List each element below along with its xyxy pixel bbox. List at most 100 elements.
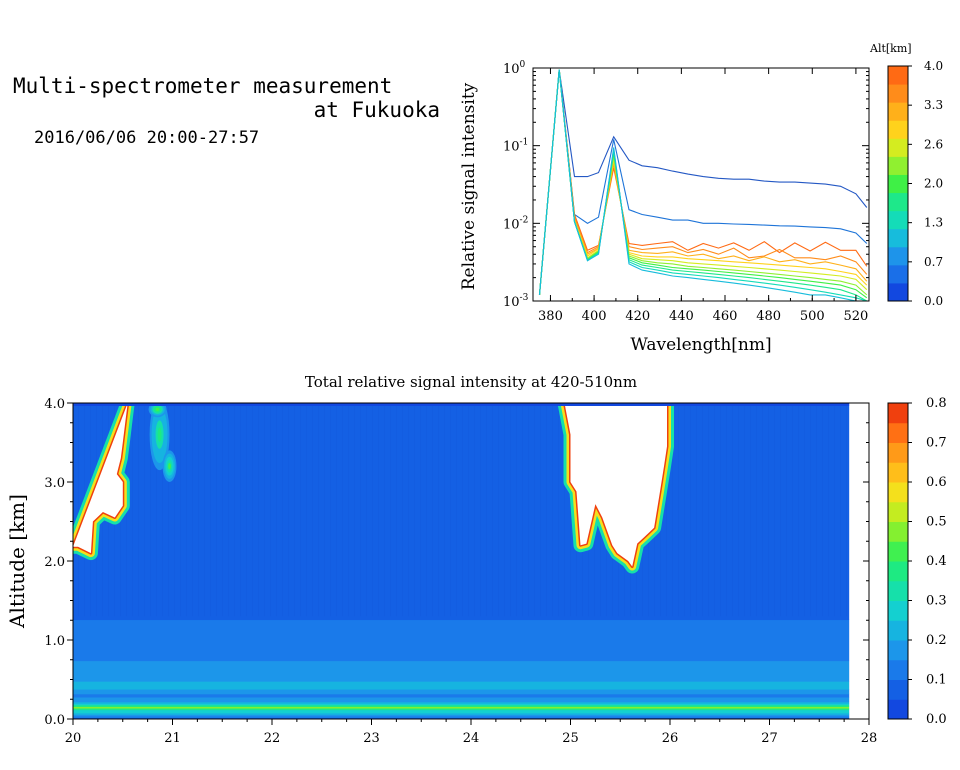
heatmap-band — [73, 717, 850, 719]
spectrum-x-tick-label-2: 420 — [625, 309, 650, 324]
altitude-colorbar-tick-label-1: 0.7 — [924, 255, 943, 269]
heatmap-band — [73, 660, 850, 682]
heatmap-band — [73, 619, 850, 662]
intensity-colorbar-tick-label-6: 0.6 — [926, 475, 947, 490]
spectrum-series-line-4 — [538, 69, 868, 295]
intensity-colorbar-tick-label-5: 0.5 — [926, 515, 947, 530]
intensity-colorbar-swatch-9 — [888, 521, 908, 542]
heatmap-band — [73, 714, 850, 717]
cloud-region-0 — [73, 403, 128, 554]
intensity-colorbar-tick-label-2: 0.2 — [926, 633, 947, 648]
intensity-colorbar-tick-label-8: 0.8 — [926, 396, 947, 411]
altitude-colorbar-swatch-4 — [888, 210, 908, 230]
heatmap-y-tick-label-0: 0.0 — [44, 713, 65, 728]
altitude-colorbar-swatch-3 — [888, 228, 908, 248]
heatmap-x-tick-label-8: 28 — [861, 731, 878, 746]
heatmap-hotspot-1 — [168, 463, 171, 470]
spectrum-series-line-7 — [538, 69, 868, 296]
altitude-colorbar-swatch-2 — [888, 246, 908, 266]
spectrum-x-axis-label: Wavelength[nm] — [630, 335, 771, 355]
altitude-colorbar-swatch-8 — [888, 138, 908, 157]
intensity-colorbar-tick-label-1: 0.1 — [926, 673, 947, 688]
heatmap-x-tick-label-7: 27 — [761, 731, 778, 746]
heatmap-field — [73, 403, 850, 719]
spectrum-series-line-5 — [538, 69, 868, 295]
intensity-colorbar-swatch-10 — [888, 501, 908, 522]
altitude-colorbar-label: Alt[km] — [869, 42, 912, 55]
altitude-colorbar-tick-label-0: 0.0 — [924, 294, 943, 308]
altitude-colorbar-swatch-6 — [888, 174, 908, 194]
heatmap-band — [73, 706, 850, 709]
altitude-colorbar-tick-label-5: 3.3 — [924, 98, 943, 112]
altitude-colorbar-swatch-12 — [888, 66, 908, 85]
spectrum-series-group — [538, 69, 868, 301]
heatmap-y-axis-label: Altitude [km] — [5, 494, 29, 629]
intensity-colorbar-swatch-11 — [888, 482, 908, 503]
spectrum-series-line-10 — [538, 69, 867, 301]
altitude-colorbar-swatch-11 — [888, 84, 908, 103]
spectrum-y-tick-label-0: 10-3 — [503, 293, 529, 310]
intensity-colorbar-swatch-6 — [888, 580, 908, 601]
intensity-colorbar: 0.0 0.1 0.2 0.3 0.4 0.5 0.6 0.7 0.8 — [887, 396, 947, 727]
heatmap-band — [73, 688, 850, 695]
heatmap-x-tick-label-0: 20 — [65, 731, 82, 746]
spectrum-y-tick-label-2: 10-1 — [503, 138, 528, 155]
spectrum-series-line-1 — [538, 69, 868, 295]
heatmap-y-tick-label-1: 1.0 — [44, 634, 65, 649]
spectrum-series-line-2 — [538, 69, 868, 295]
altitude-colorbar-swatch-5 — [888, 192, 908, 212]
heatmap-y-tick-label-3: 3.0 — [44, 476, 65, 491]
altitude-colorbar-swatch-9 — [888, 120, 908, 139]
heatmap-x-tick-label-6: 26 — [662, 731, 679, 746]
altitude-colorbar-tick-label-4: 2.6 — [924, 137, 943, 151]
intensity-colorbar-swatch-13 — [888, 442, 908, 463]
heatmap-x-tick-label-5: 25 — [562, 731, 579, 746]
altitude-colorbar-swatch-7 — [888, 156, 908, 175]
heatmap-band — [73, 701, 850, 704]
spectrum-y-tick-label-1: 10-2 — [503, 215, 528, 232]
heatmap-band — [73, 704, 850, 707]
spectrum-series-line-6 — [538, 69, 868, 295]
spectrum-series-line-9 — [538, 69, 868, 301]
spectrum-series-line-11 — [538, 69, 867, 301]
spectrum-x-tick-label-6: 500 — [800, 309, 825, 324]
title-line-1: Multi-spectrometer measurement — [13, 74, 393, 98]
spectrum-x-tick-label-3: 440 — [669, 309, 694, 324]
heatmap-x-tick-label-1: 21 — [164, 731, 181, 746]
heatmap-texture — [73, 403, 850, 617]
intensity-colorbar-swatch-14 — [888, 422, 908, 443]
intensity-colorbar-swatch-5 — [888, 600, 908, 621]
heatmap-band — [73, 712, 850, 715]
heatmap-top-strip — [73, 403, 850, 406]
heatmap-y-tick-label-2: 2.0 — [44, 555, 65, 570]
heatmap-x-tick-label-3: 23 — [363, 731, 380, 746]
intensity-colorbar-tick-label-0: 0.0 — [926, 712, 947, 727]
heatmap-y-tick-label-4: 4.0 — [44, 397, 65, 412]
page-title: Multi-spectrometer measurement at Fukuok… — [10, 74, 440, 122]
cloud-region-1 — [564, 403, 667, 567]
heatmap-band — [73, 696, 850, 703]
altitude-colorbar-tick-label-6: 4.0 — [924, 59, 943, 73]
intensity-colorbar-tick-label-3: 0.3 — [926, 594, 947, 609]
altitude-colorbar: 0.0 0.7 1.3 2.0 2.6 3.3 4.0 Alt[km] — [869, 42, 943, 308]
spectrum-x-tick-label-4: 460 — [713, 309, 738, 324]
heatmap-band — [73, 715, 850, 719]
date-range: 2016/06/06 20:00-27:57 — [34, 128, 260, 148]
altitude-time-heatmap: 20 21 22 23 24 25 26 27 28 0.0 1.0 2.0 3.0 4.0 Total r… — [5, 373, 877, 746]
intensity-colorbar-swatch-0 — [888, 699, 908, 720]
intensity-colorbar-swatch-12 — [888, 462, 908, 483]
spectrum-x-tick-label-1: 400 — [582, 309, 607, 324]
heatmap-hotspot-0 — [157, 427, 162, 442]
altitude-colorbar-tick-label-3: 2.0 — [924, 177, 943, 191]
spectrum-chart: 380 400 420 440 460 480 500 520 10-3 10-2 10-1 100 W… — [459, 60, 870, 355]
spectrum-series-line-3 — [538, 69, 868, 295]
altitude-colorbar-swatch-1 — [888, 264, 908, 284]
spectrum-x-tick-label-0: 380 — [538, 309, 563, 324]
intensity-colorbar-swatch-1 — [888, 679, 908, 700]
spectrum-series-line-0 — [538, 69, 868, 295]
intensity-colorbar-tick-label-4: 0.4 — [926, 554, 947, 569]
spectrum-y-tick-label-3: 100 — [503, 60, 526, 77]
heatmap-band — [73, 681, 850, 690]
intensity-colorbar-swatch-3 — [888, 640, 908, 661]
heatmap-band — [73, 703, 850, 706]
